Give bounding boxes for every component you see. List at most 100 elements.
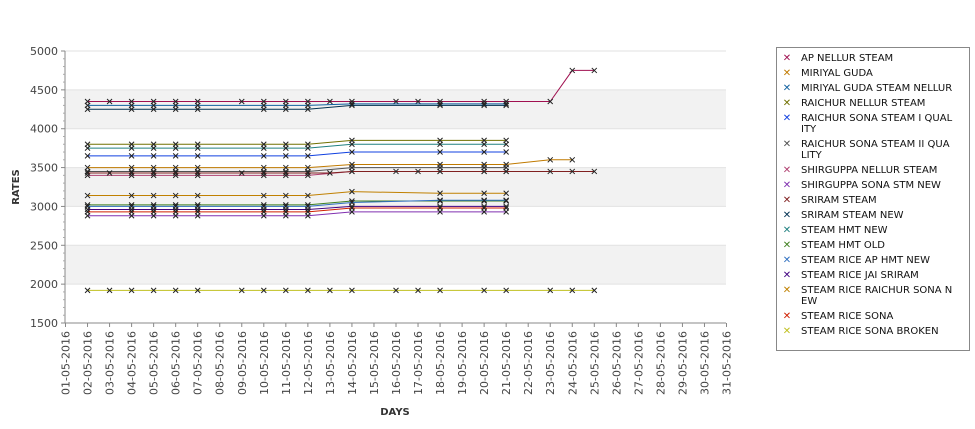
data-point-marker	[260, 145, 267, 151]
data-point-marker	[150, 206, 157, 213]
data-point-marker	[172, 192, 179, 199]
data-point-marker	[150, 106, 157, 113]
data-point-marker	[415, 98, 421, 105]
legend-marker-icon: ✕	[782, 270, 792, 281]
data-point-marker	[84, 287, 91, 294]
series-16	[84, 205, 510, 215]
x-tick-label: 16-05-2016	[390, 331, 403, 395]
data-point-marker	[305, 206, 311, 213]
legend-label: STEAM RICE SONA	[801, 311, 894, 322]
x-tick-label: 04-05-2016	[126, 331, 139, 395]
y-tick-label: 4500	[30, 84, 58, 97]
data-point-marker	[547, 168, 554, 175]
legend-label: SHIRGUPPA NELLUR STEAM	[801, 165, 938, 176]
data-point-marker	[437, 205, 443, 211]
series-line	[87, 139, 507, 145]
series-11	[84, 141, 510, 151]
data-point-marker	[84, 206, 91, 213]
legend-label: SHIRGUPPA SONA STM NEW	[801, 180, 941, 191]
series-15	[84, 188, 510, 199]
data-point-marker	[238, 287, 245, 294]
data-point-marker	[569, 287, 576, 294]
data-point-marker	[349, 287, 355, 294]
legend-marker-icon: ✕	[782, 83, 792, 94]
legend-marker-icon: ✕	[782, 68, 792, 79]
data-point-marker	[260, 106, 267, 113]
data-point-marker	[172, 209, 179, 215]
series-line	[87, 199, 507, 207]
x-axis-label: DAYS	[380, 407, 410, 418]
data-point-marker	[503, 190, 510, 197]
series-line	[87, 170, 595, 174]
data-point-marker	[349, 188, 355, 195]
legend-marker-icon: ✕	[782, 98, 792, 109]
data-point-marker	[437, 149, 443, 155]
legend-marker-icon: ✕	[782, 180, 792, 191]
data-point-marker	[172, 172, 179, 179]
data-point-marker	[305, 172, 311, 179]
data-point-marker	[150, 145, 157, 151]
data-point-marker	[128, 145, 135, 151]
data-point-marker	[150, 172, 157, 179]
x-tick-label: 24-05-2016	[566, 331, 579, 395]
data-point-marker	[503, 205, 510, 211]
data-point-marker	[437, 190, 443, 197]
data-point-marker	[349, 141, 355, 148]
data-point-marker	[481, 102, 487, 109]
data-point-marker	[503, 149, 510, 155]
legend-marker-icon: ✕	[782, 225, 792, 236]
legend-label: SRIRAM STEAM NEW	[801, 210, 904, 221]
x-tick-label: 20-05-2016	[478, 331, 491, 395]
x-tick-label: 25-05-2016	[588, 331, 601, 395]
series-10	[84, 102, 510, 113]
legend-item: ✕ STEAM HMT OLD	[777, 240, 969, 251]
x-tick-label: 29-05-2016	[676, 331, 689, 395]
legend-marker-icon: ✕	[782, 255, 792, 266]
data-point-marker	[84, 106, 91, 113]
legend-item: ✕ RAICHUR SONA STEAM I QUAL ITY	[777, 113, 969, 135]
legend-label: STEAM RICE JAI SRIRAM	[801, 270, 919, 281]
x-tick-label: 02-05-2016	[82, 331, 95, 395]
legend-item: ✕ AP NELLUR STEAM	[777, 53, 969, 64]
data-point-marker	[128, 172, 135, 179]
data-point-marker	[481, 197, 487, 204]
data-point-marker	[128, 170, 135, 176]
data-point-marker	[260, 153, 267, 159]
data-point-marker	[128, 192, 135, 199]
data-point-marker	[282, 153, 289, 159]
data-point-marker	[503, 102, 510, 109]
series-line	[87, 207, 507, 213]
data-point-marker	[481, 287, 487, 294]
x-tick-label: 31-05-2016	[721, 331, 734, 395]
data-point-marker	[106, 98, 113, 105]
series-line	[87, 205, 507, 211]
data-point-marker	[282, 287, 289, 294]
x-tick-label: 01-05-2016	[60, 331, 73, 395]
data-point-marker	[481, 168, 487, 175]
y-tick-label: 5000	[30, 45, 58, 58]
legend-label: STEAM RICE AP HMT NEW	[801, 255, 930, 266]
data-point-marker	[172, 153, 179, 159]
legend-label: EW	[801, 296, 818, 307]
data-point-marker	[172, 206, 179, 213]
legend-marker-icon: ✕	[782, 53, 792, 64]
data-point-marker	[282, 192, 289, 199]
data-point-marker	[591, 168, 598, 175]
data-point-marker	[437, 102, 443, 109]
x-tick-label: 22-05-2016	[522, 331, 535, 395]
y-tick-label: 2000	[30, 278, 58, 291]
data-point-marker	[327, 287, 333, 294]
data-point-marker	[128, 209, 135, 215]
data-point-marker	[415, 287, 421, 294]
y-tick-label: 1500	[30, 317, 58, 330]
data-point-marker	[282, 145, 289, 151]
legend-marker-icon: ✕	[782, 311, 792, 322]
data-point-marker	[415, 168, 421, 175]
series-5	[84, 149, 510, 159]
legend-label: STEAM RICE RAICHUR SONA N	[801, 285, 953, 296]
series-8	[84, 209, 510, 219]
legend-label: STEAM RICE SONA BROKEN	[801, 326, 939, 337]
legend-label: RAICHUR SONA STEAM II QUA	[801, 139, 950, 150]
legend-marker-icon: ✕	[782, 139, 792, 150]
